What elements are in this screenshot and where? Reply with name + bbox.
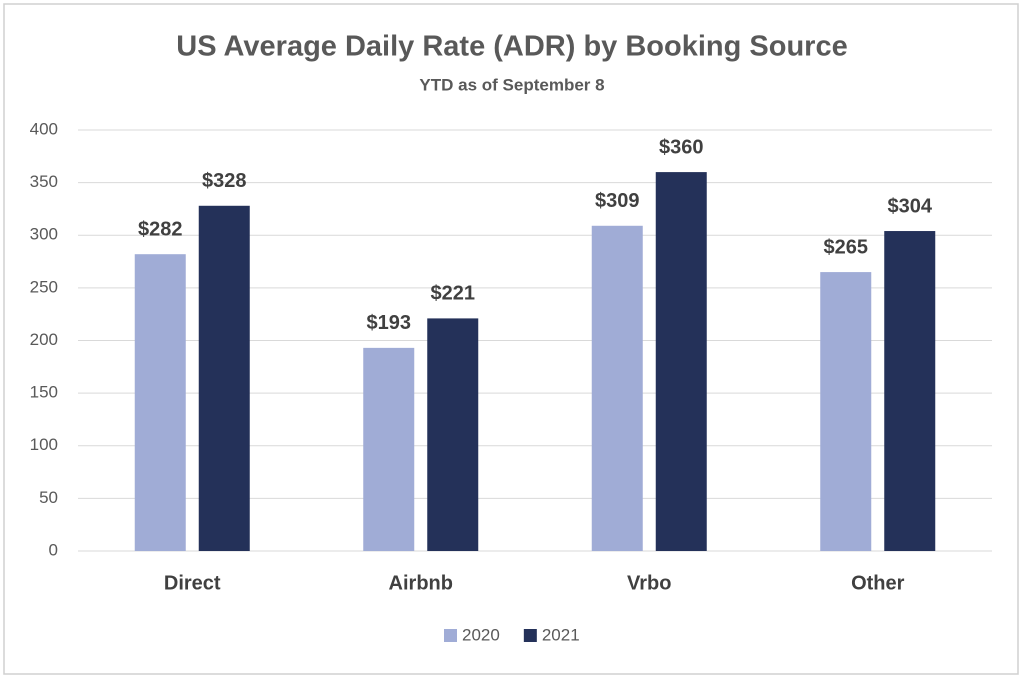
x-tick-label: Vrbo (627, 572, 671, 594)
y-tick-label: 200 (30, 330, 58, 349)
bar (134, 254, 186, 551)
y-tick-label: 350 (30, 172, 58, 191)
chart-title: US Average Daily Rate (ADR) by Booking S… (176, 31, 847, 63)
data-label: $221 (431, 283, 476, 305)
data-label: $360 (659, 136, 704, 158)
bar (655, 172, 707, 551)
x-tick-label: Airbnb (389, 572, 453, 594)
data-label: $309 (595, 190, 640, 212)
bar (884, 231, 936, 552)
y-tick-label: 400 (30, 119, 58, 138)
y-tick-label: 300 (30, 225, 58, 244)
legend-swatch (523, 629, 537, 642)
data-label: $328 (202, 170, 247, 192)
bar (820, 272, 872, 551)
data-label: $282 (138, 218, 183, 240)
x-tick-label: Direct (164, 572, 221, 594)
bar (591, 225, 643, 551)
data-label: $193 (367, 312, 412, 334)
x-tick-label: Other (851, 572, 905, 594)
bar (198, 205, 250, 551)
legend-label: 2020 (462, 625, 500, 644)
bar (363, 347, 415, 551)
legend-swatch (444, 629, 457, 642)
data-label: $265 (824, 236, 869, 258)
bar (427, 318, 479, 551)
y-tick-label: 50 (39, 488, 58, 507)
legend-label: 2021 (542, 625, 580, 644)
chart-subtitle: YTD as of September 8 (419, 75, 604, 94)
data-label: $304 (888, 195, 933, 217)
y-tick-label: 150 (30, 383, 58, 402)
y-tick-label: 100 (30, 435, 58, 454)
y-tick-label: 250 (30, 277, 58, 296)
y-tick-label: 0 (49, 540, 58, 559)
